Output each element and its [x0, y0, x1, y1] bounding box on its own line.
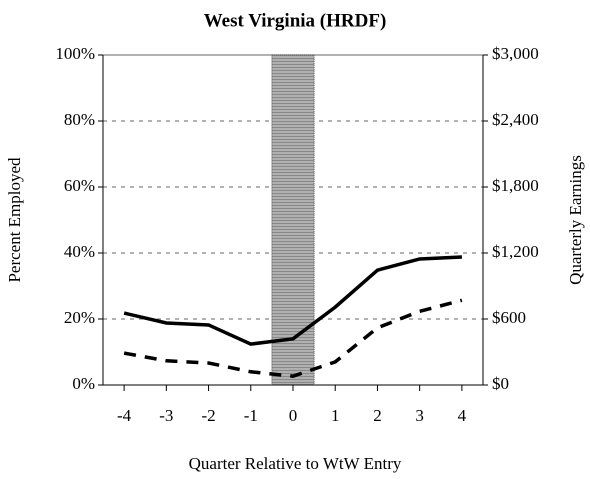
x-tick-label: 2 — [373, 406, 382, 425]
y2-tick-label: $3,000 — [492, 44, 539, 63]
x-tick-label: -2 — [201, 406, 215, 425]
y-tick-label: 40% — [64, 242, 95, 261]
y2-axis-label: Quarterly Earnings — [566, 155, 585, 285]
y-tick-label: 20% — [64, 308, 95, 327]
y2-tick-label: $600 — [492, 308, 526, 327]
x-tick-label: -3 — [159, 406, 173, 425]
x-tick-label: 4 — [458, 406, 467, 425]
x-tick-label: -1 — [244, 406, 258, 425]
chart-title: West Virginia (HRDF) — [204, 10, 387, 31]
series-line — [123, 255, 462, 346]
x-tick-label: 3 — [415, 406, 424, 425]
y-tick-label: 60% — [64, 176, 95, 195]
x-tick-label: -4 — [117, 406, 132, 425]
x-tick-label: 1 — [331, 406, 340, 425]
y2-tick-label: $0 — [492, 374, 509, 393]
y-tick-label: 100% — [55, 44, 95, 63]
y2-tick-label: $2,400 — [492, 110, 539, 129]
y-axis-label: Percent Employed — [5, 157, 24, 283]
x-axis-label: Quarter Relative to WtW Entry — [189, 454, 402, 473]
y-tick-label: 0% — [72, 374, 95, 393]
x-tick-label: 0 — [289, 406, 298, 425]
y2-tick-label: $1,800 — [492, 176, 539, 195]
y-tick-label: 80% — [64, 110, 95, 129]
shaded-region — [271, 54, 315, 386]
series-line — [123, 298, 463, 378]
y2-tick-label: $1,200 — [492, 242, 539, 261]
